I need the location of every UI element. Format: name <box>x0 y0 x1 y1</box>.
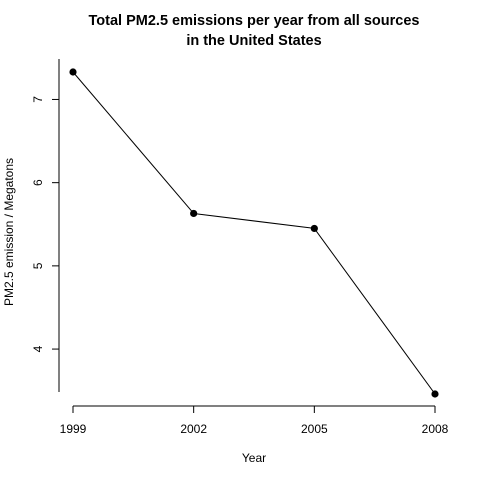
x-tick-label: 2002 <box>180 422 207 436</box>
data-point <box>69 68 77 76</box>
series-line-segment <box>72 71 195 214</box>
y-tick-label: 5 <box>31 262 45 269</box>
x-axis-label: Year <box>242 451 266 465</box>
data-point <box>310 224 318 233</box>
x-tick-label: 2008 <box>422 422 449 436</box>
y-tick-label: 4 <box>31 345 45 352</box>
series-line-segment <box>193 212 315 229</box>
x-tick-label: 1999 <box>60 422 87 436</box>
data-point <box>190 209 198 218</box>
chart-title-line-2: in the United States <box>186 33 321 49</box>
data-point <box>431 390 439 398</box>
y-tick-label: 7 <box>31 96 45 103</box>
series-line-segment <box>313 228 436 395</box>
x-axis-ticks: 1999 2002 2005 2008 <box>60 406 449 436</box>
y-axis-label: PM2.5 emission / Megatons <box>2 158 16 306</box>
y-tick-label: 6 <box>31 179 45 186</box>
chart-title-line-1: Total PM2.5 emissions per year from all … <box>89 13 420 29</box>
x-tick-label: 2005 <box>301 422 328 436</box>
series-group <box>69 68 439 398</box>
y-axis-ticks: 4 5 6 7 <box>31 96 59 352</box>
